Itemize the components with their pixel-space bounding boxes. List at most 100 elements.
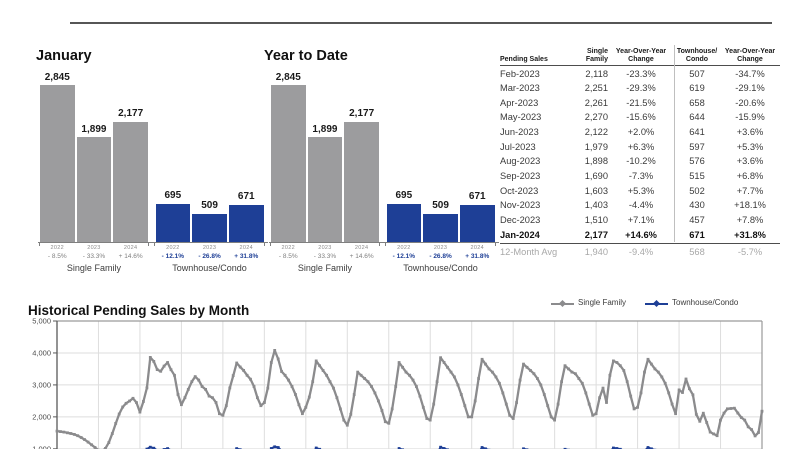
single-family-data-marker <box>314 359 318 363</box>
single-family-data-marker <box>760 409 764 413</box>
single-family-legend-label: Single Family <box>578 298 627 307</box>
single-family-data-marker <box>563 364 567 368</box>
single-family-data-marker <box>591 413 595 417</box>
historical-chart-title: Historical Pending Sales by Month <box>28 303 250 319</box>
table-cell-Dec-2023-col2: +7.1% <box>627 215 655 225</box>
single-family-data-marker <box>259 404 263 408</box>
single-family-data-marker <box>446 365 449 369</box>
single-family-data-marker <box>546 404 550 408</box>
table-cell-Dec-2023-col3: 457 <box>689 215 705 225</box>
single-family-data-marker <box>273 349 277 352</box>
single-family-data-marker <box>104 447 107 449</box>
single-family-data-marker <box>142 400 145 403</box>
table-cell-Apr-2023-col2: -21.5% <box>626 97 656 108</box>
single-family-data-marker <box>186 388 190 391</box>
single-family-data-marker <box>249 377 252 381</box>
single-family-data-marker <box>114 422 118 425</box>
single-family-data-marker <box>390 407 394 411</box>
single-family-data-marker <box>311 380 315 384</box>
single-family-data-marker <box>307 395 311 399</box>
single-family-data-marker <box>200 385 204 388</box>
january-bar-value-townhouse-condo-2022: 695 <box>164 190 182 202</box>
single-family-data-marker <box>525 365 529 369</box>
single-family-data-marker <box>415 385 418 388</box>
january-baseline <box>38 242 268 243</box>
table-cell-Dec-2023-col1: 1,510 <box>584 215 608 225</box>
single-family-data-marker <box>753 434 757 438</box>
townhouse-condo-data-marker <box>276 446 280 449</box>
single-family-data-marker <box>560 380 563 384</box>
table-cell-Jan-2024-col3: 671 <box>689 229 705 240</box>
single-family-data-marker <box>477 377 480 380</box>
table-cell-Mar-2023-col2: -29.3% <box>626 83 656 94</box>
table-cell-Nov-2023-col4: +18.1% <box>734 200 766 211</box>
table-cell-Jan-2024-col0: Jan-2024 <box>500 229 540 240</box>
single-family-data-marker <box>383 420 387 424</box>
single-family-data-marker <box>677 388 681 392</box>
single-family-data-marker <box>110 432 114 435</box>
single-family-data-marker <box>214 401 218 404</box>
single-family-data-marker <box>484 362 487 366</box>
single-family-data-marker <box>252 385 256 388</box>
single-family-data-marker <box>587 402 591 406</box>
single-family-data-marker <box>342 418 346 422</box>
single-family-data-marker <box>90 443 93 447</box>
single-family-data-marker <box>66 431 69 435</box>
single-family-data-marker <box>656 370 660 374</box>
single-family-data-marker <box>294 393 297 396</box>
table-cell-Jan-2024-col2: +14.6% <box>625 229 657 240</box>
table-cell-Nov-2023-col2: -4.4% <box>628 200 654 211</box>
table-header-col-4: Year-Over-Year Change <box>724 48 776 63</box>
single-family-data-marker <box>612 359 615 363</box>
ytd-bar-year-label: 2022 <box>281 245 295 251</box>
ytd-bar-value-single-family-2022: 2,845 <box>275 71 301 83</box>
single-family-data-marker <box>173 373 176 377</box>
single-family-data-marker <box>328 380 332 384</box>
single-family-data-marker <box>549 415 553 419</box>
single-family-data-marker <box>498 381 501 385</box>
single-family-data-marker <box>166 361 169 364</box>
ytd-bar-year-label: 2022 <box>397 245 411 251</box>
table-header-col-3: Townhouse/ Condo <box>676 48 718 63</box>
table-header-col-0: Pending Sales <box>500 56 548 63</box>
table-cell-Jun-2023-col3: 641 <box>689 127 705 138</box>
townhouse-condo-data-marker <box>612 446 615 449</box>
single-family-data-marker <box>501 391 505 395</box>
single-family-data-marker <box>670 402 674 406</box>
single-family-data-marker <box>107 441 111 444</box>
single-family-legend-line-icon <box>551 303 574 306</box>
table-cell-Apr-2023-col0: Apr-2023 <box>500 97 539 108</box>
ytd-chart-title: Year to Date <box>264 48 348 65</box>
single-family-data-marker <box>428 418 432 422</box>
single-family-data-marker <box>442 361 446 364</box>
single-family-data-marker <box>518 378 522 382</box>
table-cell-Sep-2023-col0: Sep-2023 <box>500 171 541 182</box>
table-header-col-1: Single Family <box>585 48 608 63</box>
table-cell-Mar-2023-col3: 619 <box>689 83 705 94</box>
top-divider-rule <box>70 22 772 24</box>
single-family-data-marker <box>193 375 197 378</box>
single-family-data-marker <box>124 401 128 405</box>
townhouse-condo-data-marker <box>615 447 619 449</box>
single-family-data-marker <box>598 396 601 400</box>
table-cell-Oct-2023-col1: 1,603 <box>584 185 608 196</box>
single-family-data-marker <box>618 364 622 368</box>
single-family-data-marker <box>345 423 349 427</box>
townhouse-condo-data-marker <box>273 445 277 449</box>
single-family-data-marker <box>701 411 705 415</box>
january-axis-tick <box>264 242 265 246</box>
january-bar-change-label: - 8.5% <box>47 253 67 260</box>
table-cell-Oct-2023-col3: 502 <box>689 185 705 196</box>
single-family-data-marker <box>667 391 671 395</box>
single-family-data-marker <box>59 430 62 433</box>
table-cell-Nov-2023-col0: Nov-2023 <box>500 200 541 211</box>
single-family-data-marker <box>72 433 76 436</box>
table-cell-May-2023-col2: -15.6% <box>626 112 656 123</box>
y-tick-label-1000: 1,000 <box>32 444 51 449</box>
single-family-data-marker <box>556 402 560 406</box>
ytd-bar-change-label: - 33.3% <box>313 253 337 260</box>
single-family-data-marker <box>553 418 556 422</box>
single-family-data-marker <box>726 407 729 411</box>
table-cell-Aug-2023-col0: Aug-2023 <box>500 156 541 167</box>
